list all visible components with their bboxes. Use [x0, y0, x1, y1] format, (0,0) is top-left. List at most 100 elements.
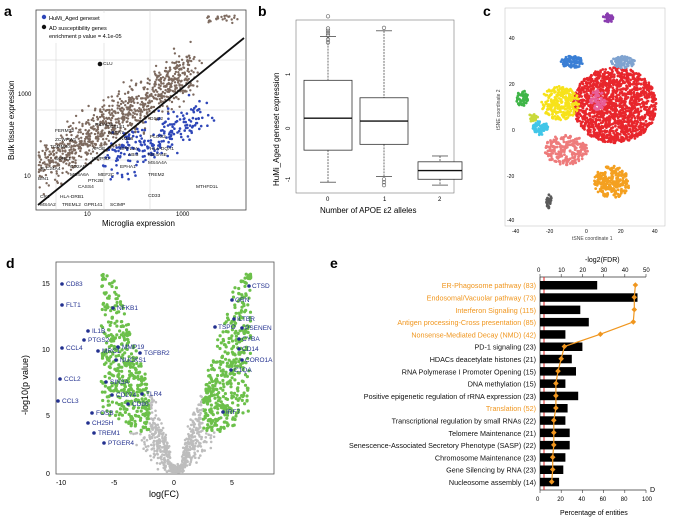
panel-a-gene-label: CASS4 — [78, 184, 94, 190]
panel-c-point — [600, 101, 604, 105]
panel-d-significant-point — [103, 313, 107, 317]
panel-d-point — [148, 434, 151, 437]
panel-a-point — [133, 108, 136, 111]
panel-c-point — [636, 107, 640, 111]
panel-a-gene-labels: CLUFERMT2ZCWPW1TOMM40PICALMCELF1ABCA7SLC… — [38, 61, 218, 208]
panel-a-point — [59, 142, 62, 145]
panel-d-point — [191, 431, 195, 435]
panel-c-point — [612, 79, 616, 83]
panel-a-point — [147, 117, 151, 120]
panel-c-point — [517, 97, 520, 101]
panel-c-point — [611, 97, 615, 101]
panel-d-significant-point — [231, 424, 235, 428]
panel-c-point — [589, 79, 593, 82]
panel-a-point — [74, 144, 77, 148]
panel-c-point — [615, 87, 619, 90]
panel-d-point — [145, 438, 149, 442]
panel-a-point — [126, 124, 130, 127]
panel-c-point — [621, 176, 625, 180]
panel-a-point — [144, 97, 147, 100]
panel-c-point — [629, 78, 632, 82]
panel-a-point — [178, 105, 181, 109]
panel-a-highlight-point — [150, 153, 153, 157]
panel-c-point — [653, 112, 657, 116]
panel-a-highlight-point — [128, 153, 131, 157]
panel-c-point — [552, 88, 555, 91]
panel-a-point — [182, 61, 185, 65]
panel-c-point — [621, 179, 625, 183]
panel-c-point — [576, 56, 580, 60]
panel-a-point — [185, 75, 189, 78]
panel-a-point — [154, 97, 158, 100]
panel-a-highlight-point — [144, 158, 147, 162]
panel-d-significant-point — [223, 350, 227, 354]
panel-a-point — [115, 136, 118, 139]
panel-c-point — [626, 120, 630, 124]
panel-a-highlight-point — [157, 109, 160, 113]
panel-c-point — [622, 69, 626, 72]
panel-c-point — [522, 98, 526, 102]
panel-c-point — [589, 94, 593, 97]
panel-a-highlight-point — [186, 135, 190, 138]
panel-d-significant-point — [219, 386, 223, 390]
panel-d-significant-point — [103, 374, 107, 379]
panel-a-highlight-point — [153, 149, 156, 152]
panel-a-highlight-point — [163, 125, 166, 129]
panel-a-point — [177, 76, 180, 80]
panel-d-significant-point — [103, 384, 107, 388]
panel-d-significant-point — [123, 410, 127, 414]
panel-a-point — [172, 78, 176, 81]
panel-a-highlight-point — [131, 131, 135, 134]
panel-c-point — [622, 103, 626, 107]
panel-a-point — [188, 59, 191, 62]
panel-d-point — [147, 444, 150, 448]
panel-d-significant-point — [118, 329, 122, 333]
panel-c-point — [572, 102, 576, 105]
panel-c-point — [601, 135, 604, 139]
panel-a-highlight-point — [115, 146, 118, 149]
panel-a-point — [99, 144, 102, 147]
panel-c-point — [591, 88, 595, 91]
panel-a-point — [176, 64, 179, 67]
panel-c-point — [619, 66, 623, 70]
panel-c-point — [608, 131, 611, 134]
panel-c-point — [649, 117, 653, 121]
panel-a-highlight-point — [142, 160, 145, 164]
panel-a-point — [228, 15, 231, 18]
panel-a-highlight-point — [113, 148, 116, 152]
panel-a-point — [54, 156, 57, 159]
panel-a-point — [43, 151, 47, 155]
panel-d-point — [150, 423, 153, 427]
panel-a-point — [71, 156, 74, 159]
panel-a-point — [196, 71, 199, 74]
panel-c-point — [603, 172, 607, 176]
panel-c-point — [611, 129, 615, 133]
panel-a-highlight-point — [151, 142, 154, 146]
panel-c-point — [612, 73, 616, 77]
panel-a-point — [135, 113, 139, 116]
panel-c-point — [562, 105, 566, 109]
panel-c-point — [608, 120, 611, 124]
panel-c-point — [600, 84, 603, 88]
panel-c-point — [619, 101, 623, 105]
panel-a-highlight-point — [131, 146, 134, 150]
panel-c-point — [620, 137, 624, 141]
panel-a-point — [182, 100, 185, 103]
panel-a-point — [172, 75, 175, 78]
panel-a-point — [85, 158, 88, 161]
panel-a-point — [155, 118, 158, 121]
panel-d-significant-point — [240, 305, 244, 309]
panel-a-highlight-point — [123, 152, 126, 156]
panel-a-point — [158, 94, 162, 98]
panel-a-highlight-point — [163, 130, 166, 133]
panel-d-significant-point — [144, 421, 148, 425]
panel-a-point — [152, 105, 156, 109]
panel-a-point — [154, 93, 157, 97]
panel-d-point — [160, 458, 163, 461]
panel-a-point — [88, 133, 91, 136]
panel-a-highlight-point — [171, 125, 174, 129]
panel-d-significant-point — [124, 323, 129, 327]
panel-a-point — [190, 59, 193, 63]
panel-a-point — [181, 71, 184, 75]
panel-a-point — [100, 110, 104, 114]
